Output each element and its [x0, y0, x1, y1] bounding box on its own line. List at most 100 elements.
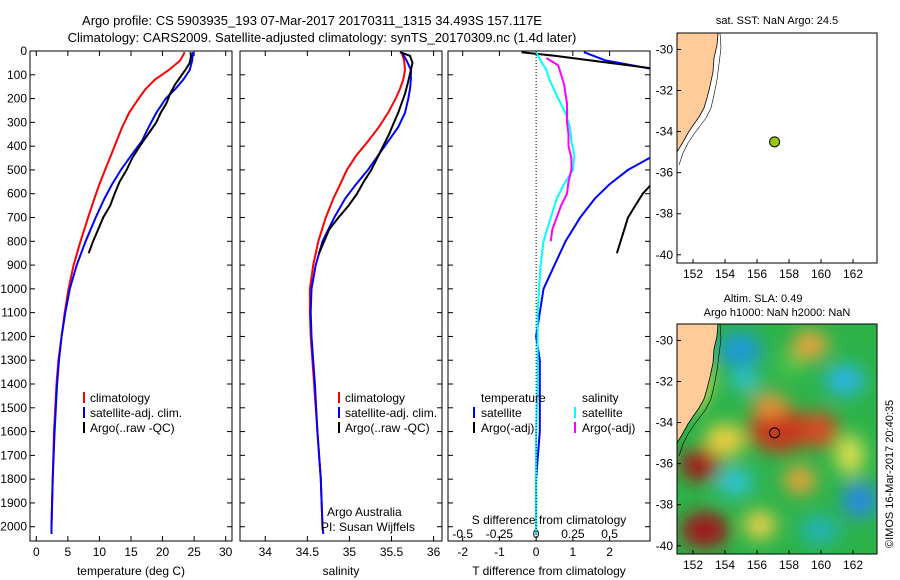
- s-difference-tick-label: -0.5: [452, 527, 473, 541]
- depth-tick-label: 1400: [0, 377, 27, 391]
- map-lon-tick-label: 158: [779, 267, 799, 281]
- series-line-satellite-adj-clim-: [309, 51, 412, 535]
- map-lon-tick-label: 162: [843, 558, 863, 572]
- argo-float-location-marker: [769, 136, 781, 148]
- sst-map-title: sat. SST: NaN Argo: 24.5: [716, 15, 838, 27]
- x-tick-label: 0: [533, 545, 540, 559]
- header-line-1: Argo profile: CS 5903935_193 07-Mar-2017…: [82, 13, 542, 28]
- legend-label-argo: Argo(..raw -QC): [90, 421, 175, 435]
- legend-label-satellite: satellite-adj. clim.: [345, 406, 437, 420]
- x-tick-label: 34: [259, 545, 273, 559]
- series-line-satellite-adj-clim-: [50, 52, 194, 534]
- map-lat-tick-label: -34: [656, 416, 674, 430]
- header-line-2: Climatology: CARS2009. Satellite-adjuste…: [68, 30, 577, 45]
- temperature-axis-label: temperature (deg C): [77, 564, 185, 578]
- map-lon-tick-label: 154: [715, 558, 735, 572]
- map-lon-tick-label: 152: [683, 558, 703, 572]
- sst-map-frame: [676, 32, 878, 264]
- map-lat-tick-label: -30: [656, 42, 674, 56]
- map-lat-tick-label: -30: [656, 333, 674, 347]
- sst-map-markers: [769, 136, 781, 148]
- x-tick-label: 30: [219, 545, 233, 559]
- legend-label-s-argo: Argo(-adj): [582, 421, 635, 435]
- depth-tick-label: 900: [7, 258, 27, 272]
- temperature-legend: climatology satellite-adj. clim. Argo(..…: [83, 391, 182, 435]
- t-difference-axis-label: T difference from climatology: [472, 564, 626, 578]
- depth-tick-label: 100: [7, 68, 27, 82]
- series-line-t-argo-adj-: [521, 51, 650, 254]
- s-difference-tick-label: 0.5: [601, 527, 618, 541]
- sla-anomaly-blob: [842, 482, 877, 518]
- depth-tick-label: 1600: [0, 425, 27, 439]
- sla-anomaly-blob: [836, 435, 864, 475]
- depth-tick-label: 300: [7, 115, 27, 129]
- salinity-series: [308, 51, 414, 535]
- series-line-t-satellite: [535, 51, 650, 534]
- temperature-series: [50, 51, 194, 534]
- sla-anomaly-blob: [748, 408, 812, 452]
- sla-map-markers: [769, 427, 781, 439]
- map-lat-tick-label: -36: [656, 457, 674, 471]
- map-lat-tick-label: -40: [656, 248, 674, 262]
- isobath-contour: [678, 33, 722, 166]
- depth-tick-label: 1900: [0, 496, 27, 510]
- x-tick-label: 34.5: [296, 545, 320, 559]
- x-tick-label: 36: [427, 545, 441, 559]
- sla-anomaly-blob: [731, 370, 759, 390]
- salinity-legend: climatology satellite-adj. clim. Argo(..…: [338, 391, 437, 435]
- x-tick-label: 10: [93, 545, 107, 559]
- map-lat-tick-label: -32: [656, 84, 674, 98]
- imos-timestamp-label: ©IMOS 16-Mar-2017 20:40:35: [884, 400, 896, 548]
- sla-map-body: [677, 324, 877, 554]
- australia-landmass: [677, 33, 719, 153]
- map-lon-tick-label: 160: [811, 558, 831, 572]
- sla-map-axes: 152 154 156 158 160 162 -30 -32 -34 -36 -38 -40: [656, 333, 864, 572]
- legend-label-climatology: climatology: [345, 391, 405, 405]
- x-tick-label: 20: [156, 545, 170, 559]
- map-lat-tick-label: -32: [656, 375, 674, 389]
- x-tick-label: 5: [65, 545, 72, 559]
- depth-tick-label: 1500: [0, 401, 27, 415]
- temperature-plot-frame: [29, 50, 233, 542]
- depth-tick-label: 1000: [0, 282, 27, 296]
- map-lat-tick-label: -38: [656, 207, 674, 221]
- map-lon-tick-label: 156: [747, 558, 767, 572]
- x-tick-label: 2: [606, 545, 613, 559]
- australia-landmass: [677, 324, 719, 444]
- depth-tick-label: 1300: [0, 353, 27, 367]
- depth-tick-label: 1800: [0, 472, 27, 486]
- sla-anomaly-blob: [825, 365, 865, 395]
- sla-anomaly-blob: [784, 466, 816, 494]
- s-difference-axis-label: S difference from climatology: [472, 513, 627, 527]
- s-difference-tick-label: -0.25: [486, 527, 514, 541]
- legend-label-t-satellite: satellite: [481, 406, 522, 420]
- series-line-argo-raw-qc-: [318, 51, 414, 254]
- depth-tick-label: 1100: [1, 306, 27, 320]
- depth-tick-label: 1200: [0, 329, 27, 343]
- sla-anomaly-blob: [680, 449, 720, 481]
- sla-anomaly-blob: [744, 511, 776, 539]
- depth-tick-label: 500: [7, 163, 27, 177]
- x-tick-label: -1: [494, 545, 505, 559]
- sla-anomaly-blob: [752, 393, 788, 417]
- legend-heading-temperature: temperature: [481, 391, 546, 405]
- sla-anomaly-blob: [717, 468, 753, 496]
- legend-label-satellite: satellite-adj. clim.: [90, 406, 182, 420]
- x-tick-label: 15: [124, 545, 138, 559]
- isobath-contour: [678, 324, 722, 457]
- annotation-argo-australia: Argo Australia: [327, 505, 402, 519]
- depth-tick-label: 800: [7, 234, 27, 248]
- x-tick-label: 0: [33, 545, 40, 559]
- sla-anomaly-blob: [705, 424, 745, 456]
- map-lon-tick-label: 152: [683, 267, 703, 281]
- depth-tick-label: 1700: [0, 448, 27, 462]
- map-lon-tick-label: 160: [811, 267, 831, 281]
- map-lat-tick-label: -36: [656, 166, 674, 180]
- map-lon-tick-label: 158: [779, 558, 799, 572]
- map-lon-tick-label: 162: [843, 267, 863, 281]
- annotation-pi-name: PI: Susan Wijffels: [321, 520, 415, 534]
- x-tick-label: -2: [457, 545, 468, 559]
- map-lon-tick-label: 154: [715, 267, 735, 281]
- map-lat-tick-label: -34: [656, 125, 674, 139]
